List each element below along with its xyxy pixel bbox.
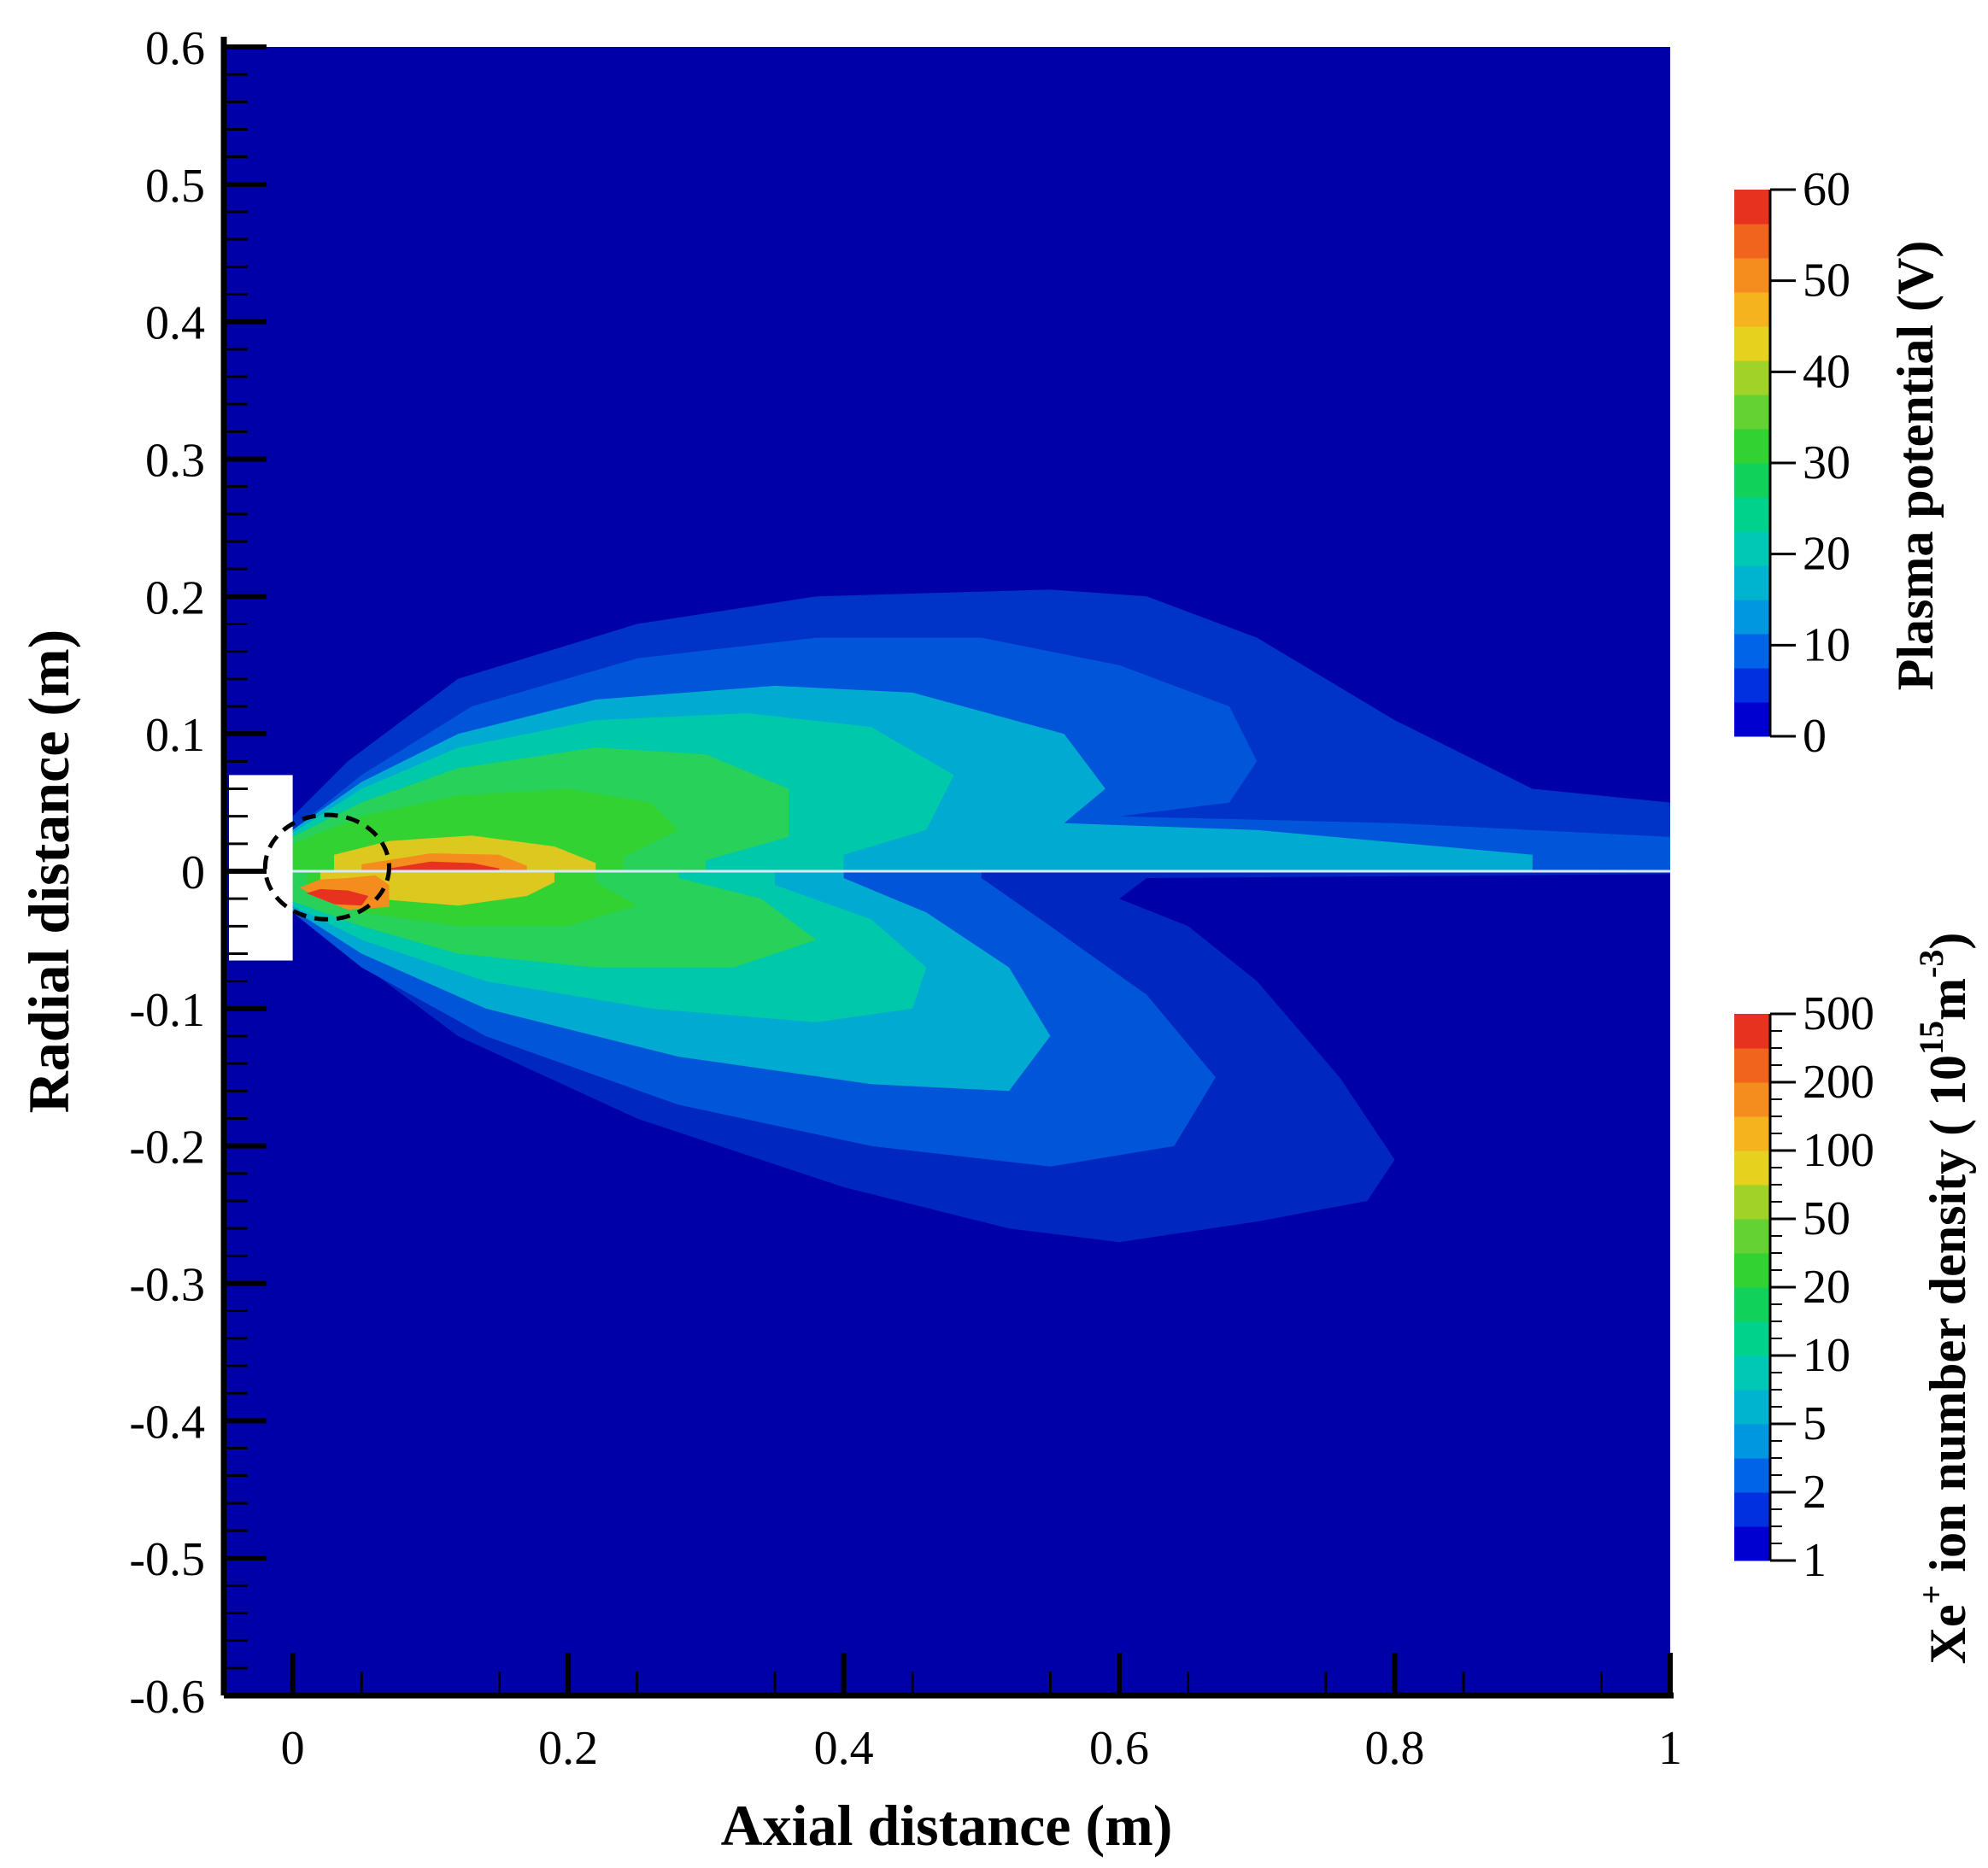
x-axis-title: Axial distance (m) — [721, 1793, 1173, 1858]
thruster-block — [229, 775, 293, 961]
potential-colorbar-tick-label: 40 — [1803, 345, 1850, 398]
x-tick-label: 0.4 — [814, 1722, 874, 1775]
potential-colorbar-tick-label: 50 — [1803, 255, 1850, 307]
potential-colorbar-swatch — [1734, 702, 1770, 737]
density-colorbar-swatch — [1734, 1151, 1770, 1186]
y-tick-labels: 0.6 0.5 0.4 0.3 0.2 0.1 0 -0.1 -0.2 -0.3 -0.4 -0.5 -… — [129, 22, 205, 1724]
density-colorbar-tick-label: 10 — [1803, 1329, 1850, 1382]
ion-density-title-text: ion number density ( 10 — [1920, 1055, 1976, 1585]
potential-colorbar-tick-label: 20 — [1803, 528, 1850, 581]
y-tick-label: 0.5 — [145, 160, 205, 213]
contour-layer — [292, 589, 1670, 1243]
density-colorbar-tick-label: 500 — [1803, 987, 1874, 1040]
density-colorbar-swatch — [1734, 1219, 1770, 1254]
y-tick-label: -0.4 — [129, 1396, 205, 1449]
potential-colorbar-swatch — [1734, 497, 1770, 532]
potential-colorbar-swatch — [1734, 668, 1770, 703]
potential-colorbar-tick-label: 30 — [1803, 436, 1850, 489]
density-colorbar-swatch — [1734, 1526, 1770, 1561]
colorbar-plasma-potential: 60 50 40 30 20 10 0 — [1734, 163, 1850, 763]
potential-colorbar-swatch — [1734, 531, 1770, 566]
density-colorbar-swatch — [1734, 1014, 1770, 1049]
potential-colorbar-tick-label: 60 — [1803, 163, 1850, 216]
potential-colorbar-swatch — [1734, 565, 1770, 600]
density-colorbar-tick-label: 20 — [1803, 1261, 1850, 1314]
density-colorbar-tick-label: 100 — [1803, 1124, 1874, 1177]
annotation-dashed-circle — [262, 812, 391, 922]
density-colorbar-tick-label: 1 — [1803, 1534, 1827, 1587]
potential-colorbar-swatch — [1734, 224, 1770, 259]
y-tick-label: -0.6 — [129, 1671, 205, 1724]
y-tick-label: 0.4 — [145, 297, 205, 350]
potential-colorbar-swatch — [1734, 634, 1770, 669]
density-colorbar-tick-label: 50 — [1803, 1192, 1850, 1245]
potential-colorbar-swatch — [1734, 463, 1770, 498]
potential-colorbar-swatch — [1734, 360, 1770, 395]
density-colorbar-swatch — [1734, 1424, 1770, 1459]
density-colorbar-swatch — [1734, 1492, 1770, 1527]
ion-density-title-exp1: 15 — [1912, 1021, 1950, 1055]
potential-colorbar-swatch — [1734, 429, 1770, 464]
x-tick-label: 0.8 — [1365, 1722, 1425, 1775]
x-tick-label: 1 — [1658, 1722, 1682, 1775]
colorbar-plasma-potential-title: Plasma potential (V) — [1887, 241, 1944, 691]
y-tick-label: -0.2 — [129, 1121, 205, 1174]
ion-density-title-plus: + — [1912, 1585, 1950, 1605]
y-tick-label: 0.6 — [145, 22, 205, 75]
density-colorbar-swatch — [1734, 1321, 1770, 1356]
y-tick-label: -0.1 — [129, 984, 205, 1037]
density-colorbar-swatch — [1734, 1048, 1770, 1083]
potential-colorbar-swatch — [1734, 190, 1770, 225]
density-colorbar-swatch — [1734, 1390, 1770, 1425]
colorbar-ion-density: 500 200 100 50 20 10 5 2 1 — [1734, 987, 1874, 1587]
y-tick-label: -0.5 — [129, 1533, 205, 1586]
density-colorbar-swatch — [1734, 1253, 1770, 1288]
x-tick-label: 0.6 — [1089, 1722, 1149, 1775]
density-colorbar-tick-label: 5 — [1803, 1397, 1827, 1450]
colorbar-ion-density-title: Xe+ ion number density ( 1015m-3) — [1912, 933, 1976, 1665]
density-colorbar-swatch — [1734, 1458, 1770, 1493]
potential-colorbar-swatch — [1734, 600, 1770, 635]
potential-colorbar-swatch — [1734, 258, 1770, 293]
ion-density-title-xe: Xe — [1920, 1604, 1976, 1664]
density-contour-level-8 — [306, 888, 369, 906]
ion-density-title-close: ) — [1920, 933, 1976, 950]
y-tick-label: 0.3 — [145, 435, 205, 488]
potential-colorbar-tick-label: 0 — [1803, 710, 1827, 763]
density-colorbar-swatch — [1734, 1082, 1770, 1117]
ion-density-title-unit: m — [1920, 978, 1976, 1021]
axes-frame — [220, 37, 1674, 1699]
y-tick-label: 0.2 — [145, 571, 205, 624]
potential-colorbar-swatch — [1734, 326, 1770, 361]
potential-colorbar-swatch — [1734, 395, 1770, 430]
y-tick-label: 0.1 — [145, 709, 205, 762]
density-colorbar-swatch — [1734, 1116, 1770, 1151]
density-colorbar-swatch — [1734, 1185, 1770, 1220]
x-tick-labels: 0 0.2 0.4 0.6 0.8 1 — [281, 1722, 1682, 1775]
y-tick-label: 0 — [181, 846, 205, 899]
density-colorbar-swatch — [1734, 1287, 1770, 1322]
ion-density-title-exp2: -3 — [1912, 950, 1950, 978]
potential-colorbar-swatch — [1734, 292, 1770, 327]
y-tick-label: -0.3 — [129, 1259, 205, 1312]
density-colorbar-tick-label: 2 — [1803, 1466, 1827, 1519]
potential-colorbar-tick-label: 10 — [1803, 618, 1850, 671]
y-axis-title: Radial distance (m) — [16, 629, 81, 1114]
density-colorbar-swatch — [1734, 1356, 1770, 1391]
x-tick-label: 0.2 — [538, 1722, 598, 1775]
density-colorbar-tick-label: 200 — [1803, 1056, 1874, 1109]
x-tick-label: 0 — [281, 1722, 305, 1775]
potential-contour-level-8 — [389, 861, 500, 871]
